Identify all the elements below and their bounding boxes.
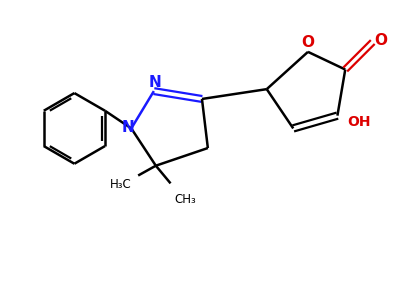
Text: OH: OH xyxy=(347,115,371,128)
Text: CH₃: CH₃ xyxy=(174,193,196,206)
Text: N: N xyxy=(148,75,161,90)
Text: O: O xyxy=(374,33,387,48)
Text: H₃C: H₃C xyxy=(110,178,131,191)
Text: O: O xyxy=(302,34,314,50)
Text: N: N xyxy=(122,120,135,135)
